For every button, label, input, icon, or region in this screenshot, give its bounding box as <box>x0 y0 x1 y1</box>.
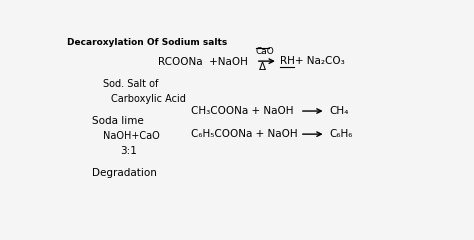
Text: CaO: CaO <box>256 48 274 56</box>
Text: CH₄: CH₄ <box>329 106 349 116</box>
Text: Carboxylic Acid: Carboxylic Acid <box>110 94 185 104</box>
Text: Δ: Δ <box>259 62 266 72</box>
Text: 3:1: 3:1 <box>120 146 137 156</box>
Text: C₆H₆: C₆H₆ <box>329 129 353 139</box>
Text: NaOH+CaO: NaOH+CaO <box>103 131 160 141</box>
Text: Decaroxylation Of Sodium salts: Decaroxylation Of Sodium salts <box>66 38 227 47</box>
Text: Soda lime: Soda lime <box>92 116 144 126</box>
Text: RCOONa  +NaOH: RCOONa +NaOH <box>158 57 248 67</box>
Text: C₆H₅COONa + NaOH: C₆H₅COONa + NaOH <box>191 129 298 139</box>
Text: CH₃COONa + NaOH: CH₃COONa + NaOH <box>191 106 294 116</box>
Text: Degradation: Degradation <box>92 168 157 178</box>
Text: RH+ Na₂CO₃: RH+ Na₂CO₃ <box>280 56 345 66</box>
Text: Sod. Salt of: Sod. Salt of <box>103 79 159 89</box>
